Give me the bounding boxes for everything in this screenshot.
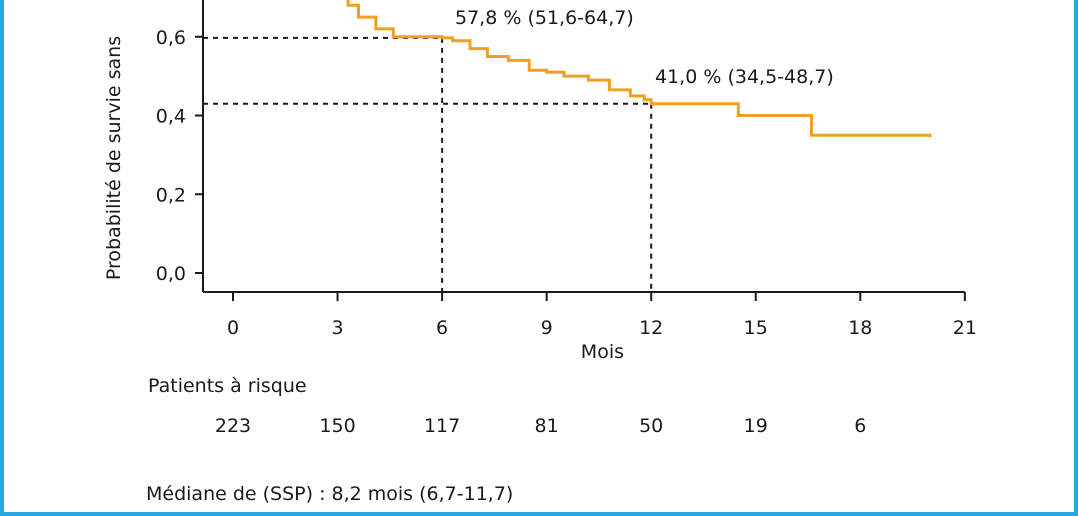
y-tick-label: 0,0	[156, 263, 186, 285]
y-axis-label: Probabilité de survie sans	[103, 36, 125, 280]
median-text: Médiane de (SSP) : 8,2 mois (6,7-11,7)	[146, 483, 513, 505]
chart-labels: 57,8 % (51,6-64,7) 41,0 % (34,5-48,7)	[455, 7, 834, 88]
y-tick-label: 0,4	[156, 106, 186, 128]
annotation-label: 41,0 % (34,5-48,7)	[655, 66, 834, 88]
risk-table-value: 223	[215, 415, 251, 437]
x-tick-label: 9	[541, 317, 553, 339]
reference-lines	[203, 36, 653, 292]
risk-table: Patients à risque 223 150 117 81 50 19 6 Médiane…	[146, 375, 866, 505]
y-tick-label: 0,6	[156, 27, 186, 49]
risk-table-value: 150	[319, 415, 355, 437]
risk-table-value: 19	[744, 415, 768, 437]
chart-axes: 0,0 0,2 0,4 0,6 0 3 6 9 12 15 18 21 Mois Probabilité …	[103, 0, 977, 363]
survival-step-line	[346, 0, 932, 138]
risk-table-value: 6	[854, 415, 866, 437]
risk-table-value: 117	[424, 415, 460, 437]
y-tick-label: 0,2	[156, 184, 186, 206]
x-tick-label: 0	[227, 317, 239, 339]
x-tick-label: 21	[953, 317, 977, 339]
x-tick-label: 12	[639, 317, 663, 339]
x-tick-label: 15	[744, 317, 768, 339]
risk-table-value: 81	[535, 415, 559, 437]
x-axis-label: Mois	[581, 341, 624, 363]
x-tick-label: 3	[332, 317, 344, 339]
survival-curve	[346, 0, 932, 138]
risk-table-value: 50	[639, 415, 663, 437]
risk-table-title: Patients à risque	[148, 375, 307, 397]
x-tick-label: 18	[848, 317, 872, 339]
annotation-label: 57,8 % (51,6-64,7)	[455, 7, 634, 29]
x-tick-label: 6	[436, 317, 448, 339]
